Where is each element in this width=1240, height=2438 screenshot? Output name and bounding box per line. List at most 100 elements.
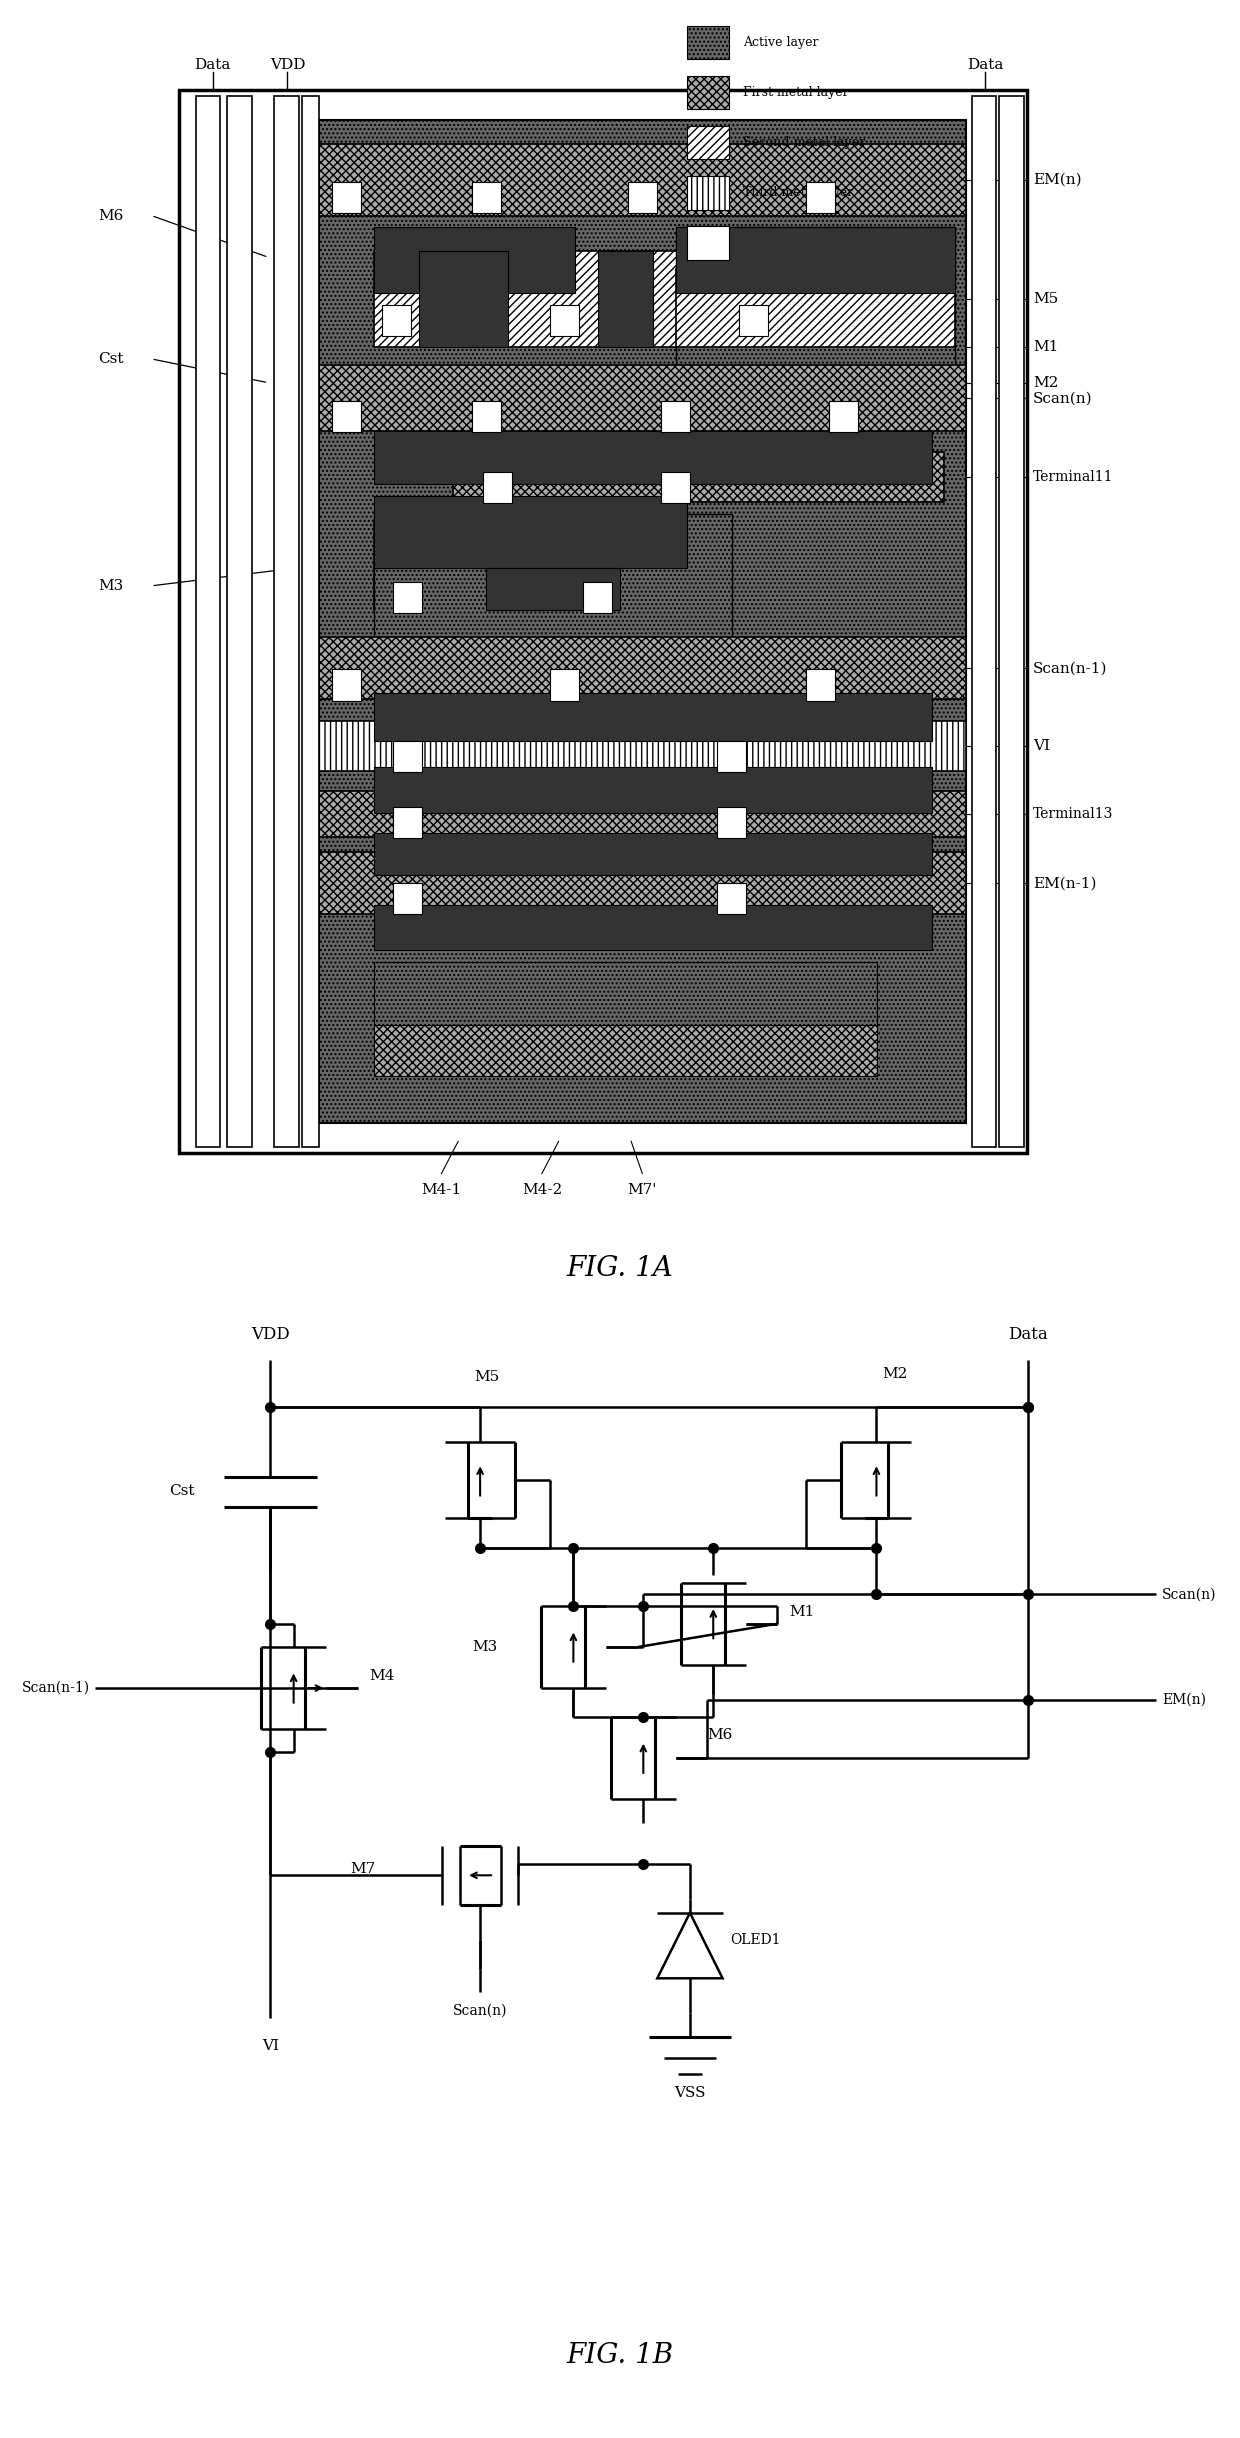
Text: M4: M4 bbox=[370, 1670, 394, 1682]
Bar bbox=[382, 305, 412, 336]
Bar bbox=[627, 183, 657, 212]
Bar bbox=[972, 95, 996, 1148]
Bar bbox=[661, 473, 691, 502]
Bar bbox=[332, 183, 361, 212]
Text: Scan(n-1): Scan(n-1) bbox=[1033, 661, 1107, 675]
Text: First metal layer: First metal layer bbox=[743, 85, 848, 100]
Bar bbox=[374, 432, 932, 485]
Bar bbox=[180, 90, 1028, 1153]
Bar bbox=[687, 176, 729, 210]
Text: VI: VI bbox=[1033, 739, 1050, 753]
Text: M5: M5 bbox=[474, 1370, 500, 1385]
Bar bbox=[374, 692, 932, 741]
Bar bbox=[393, 583, 423, 614]
Bar bbox=[828, 400, 858, 432]
Bar bbox=[332, 670, 361, 700]
Bar bbox=[598, 251, 653, 346]
Text: Scan(n): Scan(n) bbox=[1033, 390, 1092, 405]
Text: M6: M6 bbox=[707, 1729, 733, 1741]
Text: VI: VI bbox=[262, 2038, 279, 2053]
Text: Scan(n-1): Scan(n-1) bbox=[21, 1682, 89, 1694]
Bar bbox=[374, 497, 687, 568]
Bar bbox=[453, 451, 944, 502]
Bar bbox=[227, 95, 252, 1148]
Text: M5: M5 bbox=[1033, 293, 1058, 307]
Text: FIG. 1B: FIG. 1B bbox=[567, 2340, 673, 2370]
Bar bbox=[393, 807, 423, 839]
Text: Scan(n): Scan(n) bbox=[1162, 1587, 1216, 1602]
Bar bbox=[374, 834, 932, 875]
Text: Second metal layer: Second metal layer bbox=[743, 137, 864, 149]
Bar bbox=[419, 251, 508, 346]
Bar bbox=[549, 670, 579, 700]
Bar bbox=[374, 514, 732, 646]
Bar bbox=[717, 883, 746, 914]
Text: M6: M6 bbox=[98, 210, 124, 222]
Bar bbox=[717, 741, 746, 773]
Text: Scan(n): Scan(n) bbox=[453, 2004, 507, 2019]
Bar bbox=[676, 227, 955, 293]
Bar bbox=[303, 95, 319, 1148]
Bar bbox=[486, 568, 620, 610]
Bar bbox=[196, 95, 221, 1148]
Bar bbox=[319, 853, 966, 914]
Text: M2: M2 bbox=[1033, 375, 1058, 390]
Text: EM(n-1): EM(n-1) bbox=[1033, 875, 1096, 890]
Bar bbox=[687, 127, 729, 158]
Text: Third metal layer: Third metal layer bbox=[743, 185, 853, 200]
Bar bbox=[717, 807, 746, 839]
Text: EM(n): EM(n) bbox=[1162, 1692, 1207, 1707]
Bar bbox=[806, 670, 836, 700]
Text: M1: M1 bbox=[1033, 339, 1058, 354]
Text: M2: M2 bbox=[883, 1368, 908, 1382]
Bar bbox=[374, 1026, 877, 1075]
Text: M1: M1 bbox=[789, 1604, 815, 1619]
Bar bbox=[319, 722, 966, 770]
Bar bbox=[319, 366, 966, 432]
Text: OLED1: OLED1 bbox=[730, 1933, 781, 1946]
Polygon shape bbox=[657, 1914, 723, 1977]
Text: VDD: VDD bbox=[269, 59, 305, 73]
Bar bbox=[482, 473, 512, 502]
Text: EM(n): EM(n) bbox=[1033, 173, 1081, 188]
Text: Terminal11: Terminal11 bbox=[1033, 471, 1114, 485]
Text: M3: M3 bbox=[472, 1641, 497, 1653]
Text: Data: Data bbox=[1008, 1326, 1048, 1343]
Bar bbox=[471, 183, 501, 212]
Bar bbox=[319, 636, 966, 700]
Bar bbox=[374, 768, 932, 812]
Bar bbox=[393, 883, 423, 914]
Bar bbox=[687, 24, 729, 59]
Text: FIG. 1A: FIG. 1A bbox=[567, 1256, 673, 1282]
Text: Cst: Cst bbox=[98, 351, 124, 366]
Bar bbox=[687, 76, 729, 110]
Bar bbox=[374, 963, 877, 1029]
Text: VSS: VSS bbox=[675, 2087, 706, 2099]
Bar bbox=[676, 268, 955, 346]
Bar bbox=[661, 400, 691, 432]
Text: Active layer: Active layer bbox=[743, 37, 818, 49]
Text: M4-1: M4-1 bbox=[422, 1182, 461, 1197]
Text: VDD: VDD bbox=[250, 1326, 290, 1343]
Bar bbox=[374, 251, 754, 346]
Bar bbox=[374, 227, 575, 293]
Text: M7': M7' bbox=[627, 1182, 657, 1197]
Bar bbox=[687, 227, 729, 261]
Bar bbox=[806, 183, 836, 212]
Bar bbox=[374, 519, 732, 610]
Text: Cst: Cst bbox=[169, 1485, 195, 1499]
Bar bbox=[549, 305, 579, 336]
Bar bbox=[319, 144, 966, 215]
Text: M7: M7 bbox=[350, 1863, 376, 1877]
Text: M3: M3 bbox=[98, 578, 124, 592]
Text: Terminal13: Terminal13 bbox=[1033, 807, 1114, 822]
Bar bbox=[999, 95, 1024, 1148]
Text: Data: Data bbox=[195, 59, 231, 73]
Text: M4-2: M4-2 bbox=[522, 1182, 562, 1197]
Bar bbox=[676, 227, 955, 383]
Bar bbox=[471, 400, 501, 432]
Bar bbox=[274, 95, 299, 1148]
Text: Via: Via bbox=[743, 236, 763, 249]
Bar bbox=[319, 119, 966, 1124]
Bar bbox=[583, 583, 613, 614]
